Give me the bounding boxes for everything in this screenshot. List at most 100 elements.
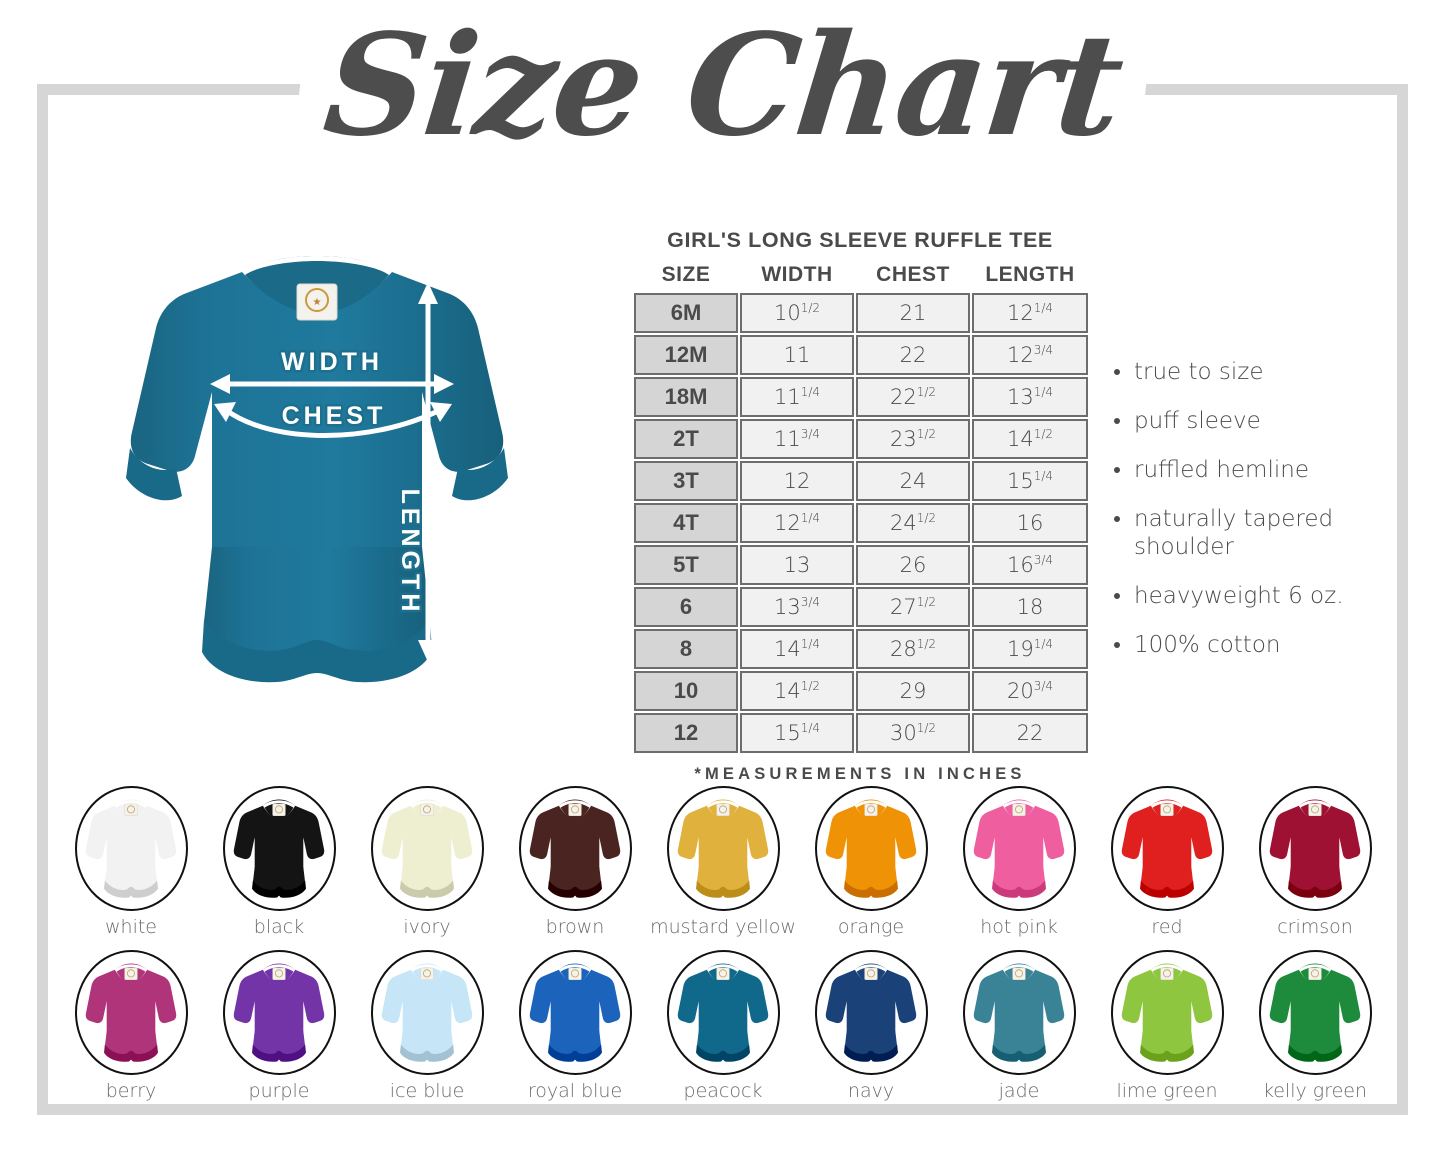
- value-whole: 13: [783, 553, 811, 577]
- cell-size: 4T: [634, 503, 738, 543]
- color-swatch[interactable]: purple: [206, 950, 352, 1102]
- cell-width: 101/2: [740, 293, 854, 333]
- table-row: 5T 13 26 163/4: [634, 545, 1088, 585]
- bullet-icon: [1114, 418, 1120, 424]
- value-whole: 20: [1006, 679, 1034, 703]
- value-whole: 22: [889, 385, 917, 409]
- shirt-thumbnail-icon: [666, 786, 780, 911]
- color-swatch[interactable]: navy: [798, 950, 944, 1102]
- bullet-icon: [1114, 642, 1120, 648]
- shirt-thumbnail-icon: [1258, 786, 1372, 911]
- cell-length: 151/4: [972, 461, 1088, 501]
- feature-item: 100% cotton: [1112, 631, 1397, 659]
- cell-size: 6M: [634, 293, 738, 333]
- chest-label: CHEST: [282, 402, 387, 430]
- cell-chest: 241/2: [856, 503, 970, 543]
- svg-text:★: ★: [313, 297, 322, 308]
- value-fraction: 3/4: [1033, 553, 1054, 567]
- cell-chest: 22: [856, 335, 970, 375]
- width-arrow: [210, 374, 454, 394]
- shirt-thumbnail-icon: [814, 786, 928, 911]
- color-swatch[interactable]: black: [206, 786, 352, 938]
- cell-size: 3T: [634, 461, 738, 501]
- color-swatch[interactable]: peacock: [650, 950, 796, 1102]
- features-list: true to size puff sleeve ruffled hemline na…: [1112, 358, 1397, 680]
- cell-chest: 271/2: [856, 587, 970, 627]
- shirt-thumbnail-icon: [1110, 950, 1224, 1075]
- color-swatch[interactable]: brown: [502, 786, 648, 938]
- cell-size: 12M: [634, 335, 738, 375]
- color-name-label: black: [253, 916, 305, 938]
- cell-chest: 21: [856, 293, 970, 333]
- shirt-thumbnail-icon: [518, 950, 632, 1075]
- value-whole: 19: [1006, 637, 1034, 661]
- color-name-label: orange: [837, 916, 905, 938]
- color-name-label: kelly green: [1262, 1080, 1368, 1102]
- cell-chest: 231/2: [856, 419, 970, 459]
- feature-item: ruffled hemline: [1112, 456, 1397, 484]
- color-name-label: red: [1151, 916, 1183, 938]
- cell-length: 191/4: [972, 629, 1088, 669]
- value-whole: 22: [899, 343, 927, 367]
- value-whole: 27: [889, 595, 917, 619]
- value-fraction: 1/4: [800, 721, 821, 735]
- color-swatch[interactable]: royal blue: [502, 950, 648, 1102]
- color-name-label: white: [105, 916, 157, 938]
- cell-length: 131/4: [972, 377, 1088, 417]
- value-whole: 23: [889, 427, 917, 451]
- value-whole: 22: [1016, 721, 1044, 745]
- table-row: 3T 12 24 151/4: [634, 461, 1088, 501]
- color-swatch-row-1: white black ivory brown mustard yellow orange…: [58, 786, 1388, 938]
- value-fraction: 1/2: [916, 385, 937, 399]
- color-swatch[interactable]: white: [58, 786, 204, 938]
- cell-chest: 29: [856, 671, 970, 711]
- value-fraction: 1/2: [800, 301, 821, 315]
- value-whole: 16: [1006, 553, 1034, 577]
- color-swatch[interactable]: crimson: [1242, 786, 1388, 938]
- value-whole: 11: [773, 385, 801, 409]
- feature-item: heavyweight 6 oz.: [1112, 582, 1397, 610]
- color-swatch[interactable]: jade: [946, 950, 1092, 1102]
- length-label: LENGTH: [396, 489, 424, 616]
- value-whole: 10: [773, 301, 801, 325]
- table-row: 2T 113/4 231/2 141/2: [634, 419, 1088, 459]
- color-swatch[interactable]: orange: [798, 786, 944, 938]
- cell-width: 113/4: [740, 419, 854, 459]
- shirt-thumbnail-icon: [518, 786, 632, 911]
- table-row: 12 151/4 301/2 22: [634, 713, 1088, 753]
- table-row: 6 133/4 271/2 18: [634, 587, 1088, 627]
- column-header-length: LENGTH: [985, 263, 1075, 286]
- value-whole: 14: [773, 679, 801, 703]
- feature-label: heavyweight 6 oz.: [1134, 583, 1344, 609]
- value-fraction: 1/2: [800, 679, 821, 693]
- value-whole: 29: [899, 679, 927, 703]
- value-fraction: 1/2: [916, 721, 937, 735]
- value-fraction: 1/2: [916, 511, 937, 525]
- color-swatch[interactable]: red: [1094, 786, 1240, 938]
- feature-label: true to size: [1134, 359, 1264, 385]
- color-swatch[interactable]: lime green: [1094, 950, 1240, 1102]
- color-swatch[interactable]: ice blue: [354, 950, 500, 1102]
- cell-size: 18M: [634, 377, 738, 417]
- value-whole: 30: [889, 721, 917, 745]
- bullet-icon: [1114, 369, 1120, 375]
- cell-length: 18: [972, 587, 1088, 627]
- feature-label: puff sleeve: [1134, 408, 1261, 434]
- cell-width: 151/4: [740, 713, 854, 753]
- cell-chest: 26: [856, 545, 970, 585]
- color-swatch[interactable]: ivory: [354, 786, 500, 938]
- color-swatch[interactable]: mustard yellow: [650, 786, 796, 938]
- value-whole: 12: [1006, 343, 1034, 367]
- color-swatch[interactable]: berry: [58, 950, 204, 1102]
- color-name-label: mustard yellow: [650, 916, 796, 938]
- color-swatch[interactable]: hot pink: [946, 786, 1092, 938]
- value-whole: 11: [783, 343, 811, 367]
- color-name-label: purple: [248, 1080, 310, 1102]
- cell-width: 133/4: [740, 587, 854, 627]
- color-swatch[interactable]: kelly green: [1242, 950, 1388, 1102]
- shirt-thumbnail-icon: [1258, 950, 1372, 1075]
- cell-length: 121/4: [972, 293, 1088, 333]
- cell-size: 6: [634, 587, 738, 627]
- color-name-label: hot pink: [980, 916, 1058, 938]
- color-name-label: royal blue: [527, 1080, 623, 1102]
